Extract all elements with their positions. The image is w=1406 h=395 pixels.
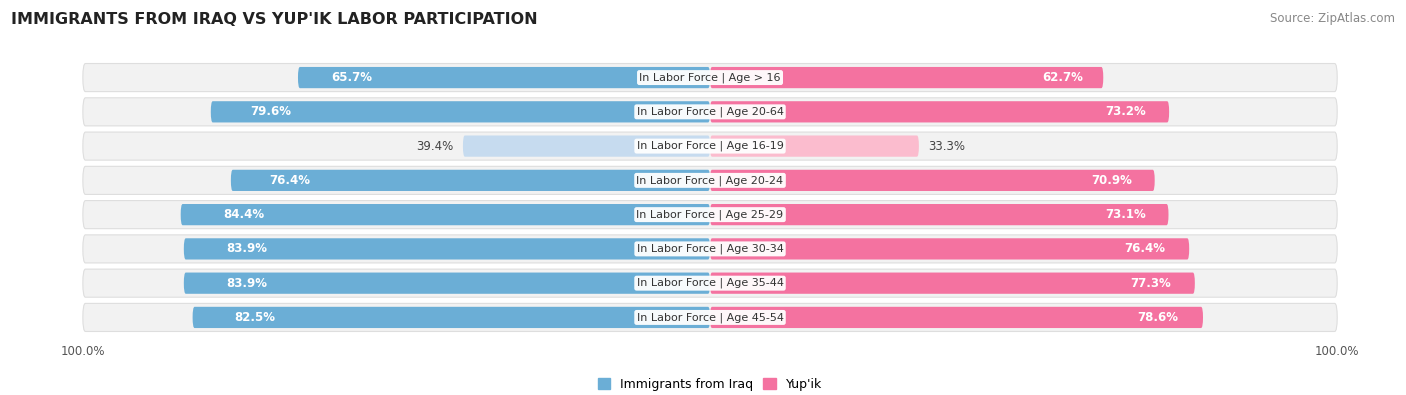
- FancyBboxPatch shape: [710, 101, 1170, 122]
- Text: 76.4%: 76.4%: [1125, 243, 1166, 256]
- FancyBboxPatch shape: [83, 235, 1337, 263]
- Text: 78.6%: 78.6%: [1137, 311, 1178, 324]
- Text: 62.7%: 62.7%: [1043, 71, 1084, 84]
- Text: 73.1%: 73.1%: [1105, 208, 1146, 221]
- FancyBboxPatch shape: [211, 101, 710, 122]
- FancyBboxPatch shape: [298, 67, 710, 88]
- FancyBboxPatch shape: [83, 201, 1337, 229]
- Text: In Labor Force | Age 20-24: In Labor Force | Age 20-24: [637, 175, 783, 186]
- Text: 76.4%: 76.4%: [269, 174, 311, 187]
- FancyBboxPatch shape: [83, 98, 1337, 126]
- Text: IMMIGRANTS FROM IRAQ VS YUP'IK LABOR PARTICIPATION: IMMIGRANTS FROM IRAQ VS YUP'IK LABOR PAR…: [11, 12, 538, 27]
- FancyBboxPatch shape: [83, 269, 1337, 297]
- FancyBboxPatch shape: [710, 273, 1195, 294]
- Text: 82.5%: 82.5%: [233, 311, 276, 324]
- FancyBboxPatch shape: [710, 135, 920, 157]
- FancyBboxPatch shape: [710, 307, 1204, 328]
- FancyBboxPatch shape: [710, 67, 1104, 88]
- Text: 33.3%: 33.3%: [928, 139, 966, 152]
- FancyBboxPatch shape: [231, 170, 710, 191]
- Text: 65.7%: 65.7%: [330, 71, 373, 84]
- Text: In Labor Force | Age 16-19: In Labor Force | Age 16-19: [637, 141, 783, 151]
- Text: 77.3%: 77.3%: [1130, 276, 1171, 290]
- FancyBboxPatch shape: [710, 170, 1154, 191]
- Text: In Labor Force | Age 45-54: In Labor Force | Age 45-54: [637, 312, 783, 323]
- Text: Source: ZipAtlas.com: Source: ZipAtlas.com: [1270, 12, 1395, 25]
- FancyBboxPatch shape: [193, 307, 710, 328]
- FancyBboxPatch shape: [83, 64, 1337, 92]
- Text: In Labor Force | Age > 16: In Labor Force | Age > 16: [640, 72, 780, 83]
- FancyBboxPatch shape: [181, 204, 710, 225]
- Text: In Labor Force | Age 35-44: In Labor Force | Age 35-44: [637, 278, 783, 288]
- FancyBboxPatch shape: [463, 135, 710, 157]
- Text: 70.9%: 70.9%: [1091, 174, 1132, 187]
- Text: 39.4%: 39.4%: [416, 139, 454, 152]
- Text: In Labor Force | Age 30-34: In Labor Force | Age 30-34: [637, 244, 783, 254]
- Text: 79.6%: 79.6%: [250, 105, 291, 118]
- FancyBboxPatch shape: [184, 273, 710, 294]
- Legend: Immigrants from Iraq, Yup'ik: Immigrants from Iraq, Yup'ik: [593, 373, 827, 395]
- FancyBboxPatch shape: [83, 166, 1337, 194]
- FancyBboxPatch shape: [710, 204, 1168, 225]
- Text: In Labor Force | Age 25-29: In Labor Force | Age 25-29: [637, 209, 783, 220]
- Text: 84.4%: 84.4%: [224, 208, 264, 221]
- Text: 83.9%: 83.9%: [226, 276, 267, 290]
- Text: In Labor Force | Age 20-64: In Labor Force | Age 20-64: [637, 107, 783, 117]
- Text: 83.9%: 83.9%: [226, 243, 267, 256]
- FancyBboxPatch shape: [83, 132, 1337, 160]
- FancyBboxPatch shape: [710, 238, 1189, 260]
- FancyBboxPatch shape: [184, 238, 710, 260]
- FancyBboxPatch shape: [83, 303, 1337, 331]
- Text: 73.2%: 73.2%: [1105, 105, 1146, 118]
